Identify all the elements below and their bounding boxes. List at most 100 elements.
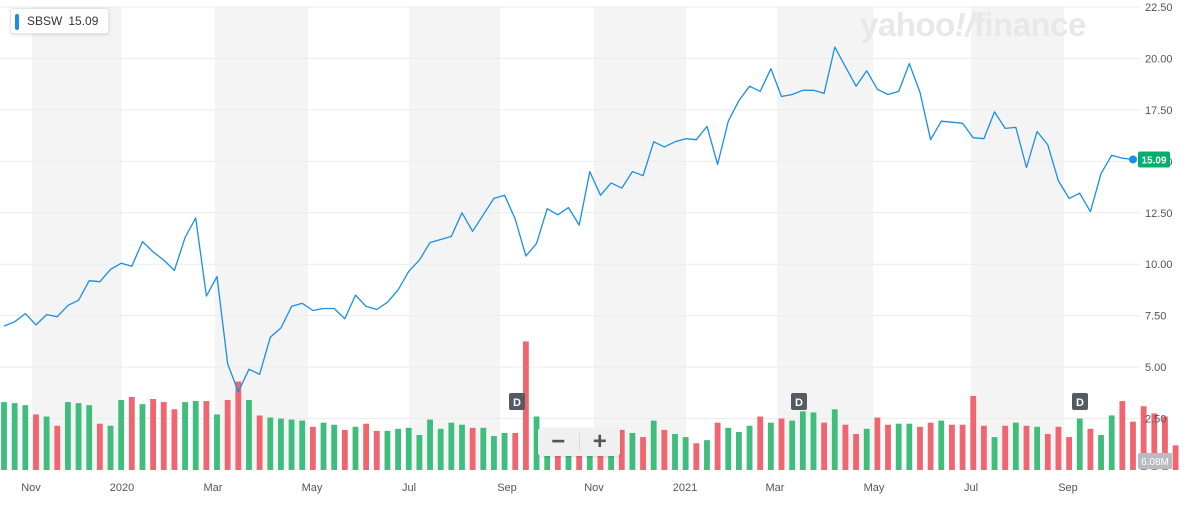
x-tick-label: Sep (1058, 482, 1078, 494)
ticker-badge[interactable]: SBSW 15.09 (10, 8, 110, 34)
volume-bar (267, 417, 274, 470)
volume-bar (373, 430, 380, 470)
volume-bar (863, 428, 870, 470)
volume-bar (128, 396, 135, 470)
ticker-price: 15.09 (68, 14, 99, 28)
volume-bar (22, 405, 29, 470)
volume-bar (182, 402, 188, 470)
x-tick-label: May (864, 482, 885, 494)
volume-bar (1162, 416, 1168, 470)
volume-bar (1076, 418, 1083, 470)
volume-bar (1119, 401, 1126, 470)
volume-bar (682, 437, 689, 470)
price-series-line (3, 46, 1134, 393)
volume-bar (927, 422, 934, 470)
volume-bar (746, 425, 753, 470)
volume-bar (480, 427, 487, 470)
volume-bar (970, 395, 977, 470)
volume-bar (1023, 425, 1030, 470)
volume-bar (693, 443, 700, 470)
volume-bar (214, 414, 220, 470)
volume-bar (799, 411, 806, 470)
dividend-marker[interactable] (509, 393, 525, 410)
month-band (215, 7, 308, 470)
volume-bar (299, 420, 306, 470)
volume-bar (1002, 425, 1009, 470)
volume-bar (640, 437, 646, 470)
volume-bar (224, 400, 231, 470)
month-shading (32, 7, 1064, 470)
x-axis: Nov 2020 Mar May Jul Sep Nov 2021 Mar May Jul Sep (21, 482, 1078, 494)
volume-bar (672, 433, 678, 470)
month-band (971, 7, 1064, 470)
volume-bar (11, 403, 18, 470)
volume-bar (160, 402, 167, 470)
volume-bar (704, 440, 710, 470)
volume-bar (192, 401, 199, 470)
volume-bar (1012, 422, 1019, 470)
volume-bar (874, 417, 881, 470)
volume-bar (405, 427, 412, 470)
volume-bar (533, 416, 540, 470)
dividend-marker[interactable] (1072, 393, 1088, 410)
volume-bar (512, 432, 519, 470)
y-tick-label: 17.50 (1145, 105, 1173, 117)
volume-bar (256, 415, 263, 470)
volume-bar (320, 422, 327, 470)
x-tick-label: Jul (402, 482, 416, 494)
volume-bar (714, 422, 721, 470)
volume-bar (416, 435, 423, 470)
price-line (3, 46, 1137, 393)
volume-bar (1172, 445, 1179, 470)
month-band (32, 7, 122, 470)
y-tick-label: 22.50 (1145, 2, 1173, 14)
volume-bar (469, 427, 476, 470)
volume-bar (352, 426, 359, 470)
volume-bar (1066, 437, 1072, 470)
volume-bar (885, 424, 891, 470)
volume-bar (991, 437, 998, 470)
volume-bar (949, 424, 955, 470)
volume-bar (107, 425, 114, 470)
zoom-divider (578, 433, 580, 451)
volume-bar (288, 419, 295, 470)
ticker-symbol: SBSW (27, 14, 63, 28)
volume-bar (150, 399, 157, 470)
volume-bar (1, 402, 7, 470)
x-tick-label: 2021 (673, 482, 697, 494)
volume-bar (1098, 435, 1104, 470)
x-tick-label: Nov (21, 482, 41, 494)
x-tick-label: Nov (584, 482, 604, 494)
volume-bar (1055, 426, 1062, 470)
volume-bar (341, 429, 348, 470)
y-tick-label: 10.00 (1145, 259, 1173, 271)
y-tick-label: 20.00 (1145, 53, 1173, 65)
volume-bar (938, 420, 945, 470)
y-tick-label: 12.50 (1145, 208, 1173, 220)
volume-bar (895, 423, 902, 470)
volume-bar (86, 405, 93, 470)
volume-bar (736, 431, 742, 470)
dividend-marker[interactable] (791, 393, 807, 410)
volume-bar (491, 436, 497, 470)
volume-label: 6.08M (1141, 457, 1169, 468)
month-band (409, 7, 500, 470)
volume-bar (629, 432, 636, 470)
volume-bar (203, 401, 210, 470)
volume-bar (395, 428, 401, 470)
volume-bar (437, 428, 444, 470)
volume-bar (853, 433, 859, 470)
x-tick-label: 2020 (110, 482, 134, 494)
volume-bar (618, 429, 625, 470)
volume-bar (1130, 421, 1136, 470)
zoom-in-button[interactable]: + (592, 428, 607, 455)
volume-bar (1044, 433, 1051, 470)
volume-bar (459, 424, 465, 470)
volume-bar (725, 427, 732, 470)
gridlines (0, 6, 1140, 420)
zoom-out-button[interactable]: − (551, 428, 566, 455)
volume-bar (54, 425, 61, 470)
volume-bar (757, 416, 764, 470)
